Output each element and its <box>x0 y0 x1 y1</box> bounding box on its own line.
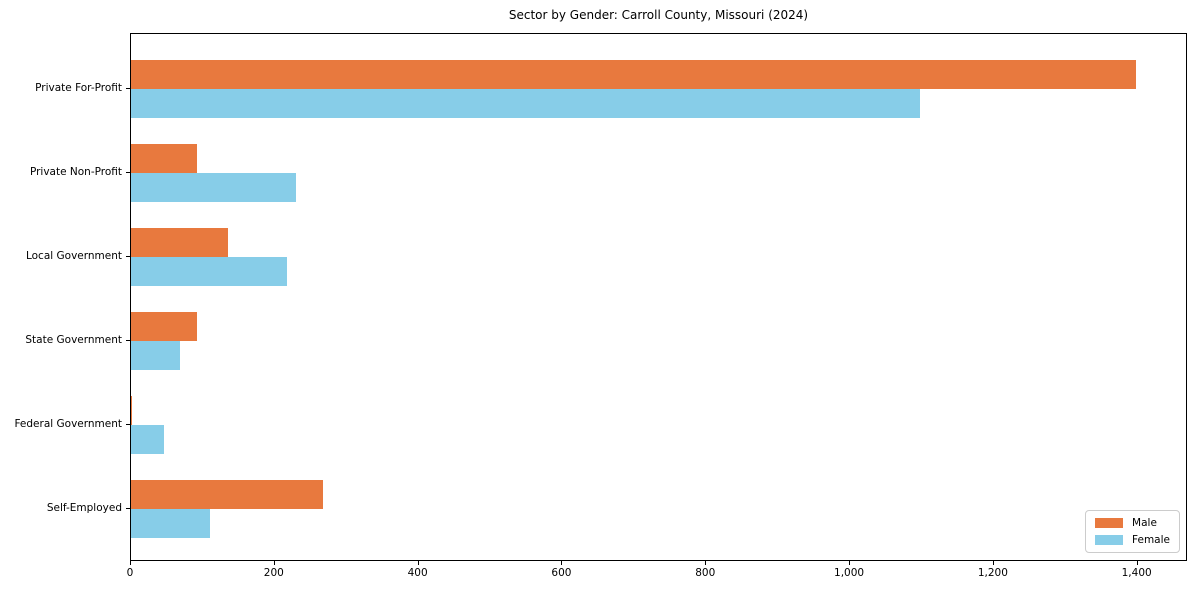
chart-title: Sector by Gender: Carroll County, Missou… <box>508 8 809 22</box>
bar-female-self-employed <box>131 509 210 538</box>
legend-item-female: Female <box>1095 533 1170 546</box>
x-tick-mark <box>417 561 419 565</box>
x-tick-label-800: 800 <box>695 567 716 579</box>
bar-female-local-government <box>131 257 288 286</box>
bar-group-private-non-profit <box>131 131 1186 215</box>
bar-group-private-for-profit <box>131 47 1186 131</box>
legend-swatch-female-icon <box>1095 534 1124 545</box>
bar-female-private-for-profit <box>131 89 921 118</box>
x-tick-label-600: 600 <box>551 567 572 579</box>
bar-male-state-government <box>131 312 198 341</box>
x-tick-mark <box>1136 561 1138 565</box>
x-tick-mark <box>273 561 275 565</box>
bar-male-private-for-profit <box>131 60 1136 89</box>
x-tick-mark <box>130 561 131 565</box>
x-tick-mark <box>561 561 563 565</box>
x-tick-mark <box>992 561 994 565</box>
x-tick-label-1000: 1,000 <box>834 567 865 579</box>
x-tick-mark <box>705 561 707 565</box>
bar-male-local-government <box>131 228 228 257</box>
y-tick-label-federal-government: Federal Government <box>14 418 122 430</box>
legend-label-female: Female <box>1132 533 1170 546</box>
bar-group-self-employed <box>131 467 1186 551</box>
y-tick-mark <box>126 508 130 509</box>
bar-female-federal-government <box>131 425 164 454</box>
y-tick-label-local-government: Local Government <box>25 250 122 262</box>
bar-male-self-employed <box>131 480 324 509</box>
y-tick-label-private-non-profit: Private Non-Profit <box>29 166 122 178</box>
x-tick-label-1400: 1,400 <box>1121 567 1152 579</box>
y-tick-mark <box>126 256 130 257</box>
bar-female-private-non-profit <box>131 173 297 202</box>
bar-male-private-non-profit <box>131 144 198 173</box>
y-tick-mark <box>126 340 130 341</box>
y-tick-mark <box>126 424 130 425</box>
legend-item-male: Male <box>1095 518 1170 529</box>
x-tick-label-1200: 1,200 <box>977 567 1008 579</box>
plot-area: Male Female <box>130 33 1187 561</box>
legend-label-male: Male <box>1132 517 1157 529</box>
bar-male-federal-government <box>131 396 133 425</box>
y-tick-mark <box>126 172 130 173</box>
bar-group-local-government <box>131 215 1186 299</box>
bar-group-state-government <box>131 299 1186 383</box>
legend: Male Female <box>1085 510 1180 553</box>
bar-female-state-government <box>131 341 180 370</box>
bar-group-federal-government <box>131 383 1186 467</box>
x-tick-label-0: 0 <box>126 567 134 579</box>
y-tick-label-state-government: State Government <box>25 334 122 346</box>
y-tick-label-self-employed: Self-Employed <box>46 502 122 514</box>
y-tick-label-private-for-profit: Private For-Profit <box>35 82 122 94</box>
x-tick-label-200: 200 <box>263 567 284 579</box>
x-tick-label-400: 400 <box>407 567 428 579</box>
x-tick-mark <box>849 561 851 565</box>
legend-swatch-male-icon <box>1095 518 1124 529</box>
y-tick-mark <box>126 88 130 89</box>
